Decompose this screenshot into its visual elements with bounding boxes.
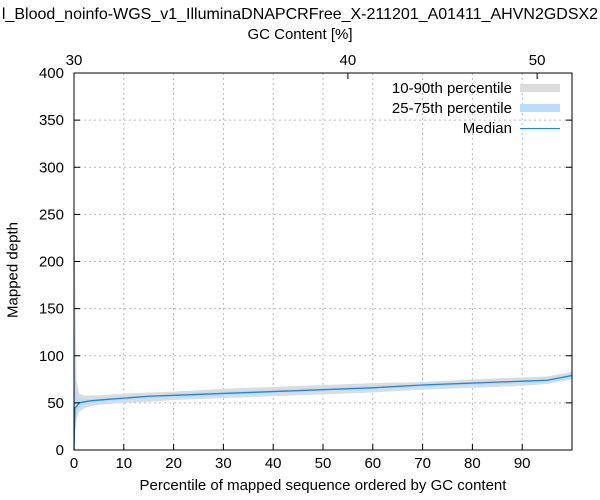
x-tick-label: 60 — [364, 455, 381, 472]
y-tick-label: 250 — [39, 206, 64, 223]
x-tick-label: 0 — [70, 455, 78, 472]
x-tick-label: 70 — [414, 455, 431, 472]
y-tick-label: 400 — [39, 65, 64, 82]
band-10-90th-percentile — [74, 214, 572, 450]
top-axis-label: GC Content [%] — [247, 26, 353, 43]
x2-tick-label: 30 — [66, 52, 83, 69]
x-tick-label: 40 — [265, 455, 282, 472]
y-axis-label: Mapped depth — [4, 222, 22, 318]
axis-ticks: 0 10 20 30 40 50 60 70 80 90 0 50 100 150 200 250 300 350… — [39, 52, 572, 472]
x-axis-label: Percentile of mapped sequence ordered by… — [139, 477, 507, 494]
chart-title: l_Blood_noinfo-WGS_v1_IlluminaDNAPCRFree… — [1, 6, 599, 23]
legend-swatch-p25-75 — [520, 104, 560, 112]
x2-tick-label: 40 — [340, 52, 357, 69]
data-bands — [73, 214, 573, 451]
y-tick-label: 100 — [39, 348, 64, 365]
x-tick-label: 20 — [165, 455, 182, 472]
legend-item-p25-75: 25-75th percentile — [340, 98, 560, 118]
y-tick-label: 300 — [39, 159, 64, 176]
median-line — [73, 374, 573, 451]
y-tick-label: 200 — [39, 254, 64, 271]
y-tick-label: 0 — [56, 442, 64, 459]
legend-label-p10-90: 10-90th percentile — [391, 79, 512, 97]
legend-label-median: Median — [462, 119, 512, 137]
legend-swatch-median — [520, 127, 560, 129]
x-tick-label: 50 — [315, 455, 332, 472]
y-tick-label: 150 — [39, 301, 64, 318]
legend: 10-90th percentile 25-75th percentile Me… — [340, 78, 560, 138]
legend-item-p10-90: 10-90th percentile — [340, 78, 560, 98]
x-tick-label: 80 — [464, 455, 481, 472]
x2-tick-label: 50 — [529, 52, 546, 69]
legend-label-p25-75: 25-75th percentile — [391, 99, 512, 117]
x-tick-label: 30 — [215, 455, 232, 472]
legend-item-median: Median — [340, 118, 560, 138]
y-axis-label-wrap: Mapped depth — [4, 170, 22, 370]
grid-lines — [74, 73, 572, 450]
y-tick-label: 50 — [47, 395, 64, 412]
legend-swatch-p10-90 — [520, 84, 560, 92]
x-tick-label: 10 — [115, 455, 132, 472]
y-tick-label: 350 — [39, 112, 64, 129]
x-tick-label: 90 — [514, 455, 531, 472]
